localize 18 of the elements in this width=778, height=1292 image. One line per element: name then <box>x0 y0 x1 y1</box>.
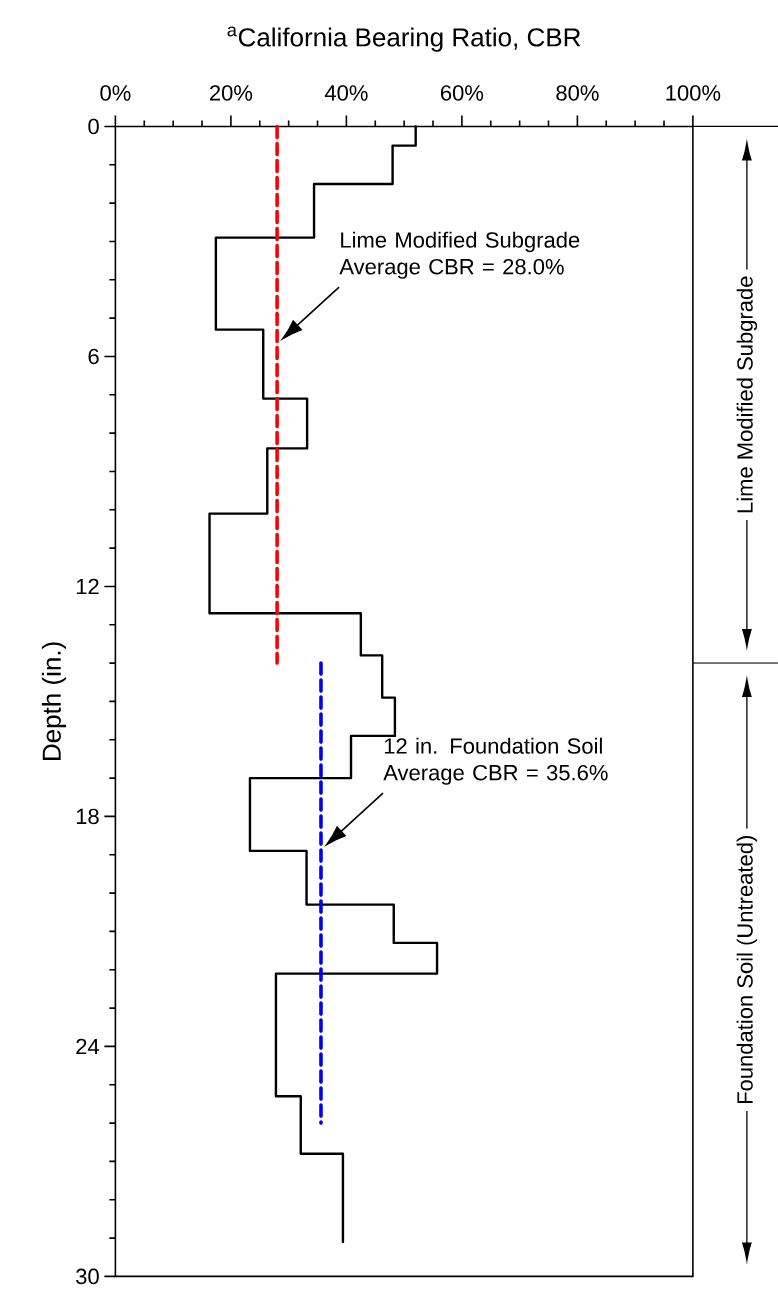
x-tick-label: 20% <box>209 85 253 101</box>
text: Foundation Soil (Untreated) <box>736 836 758 1104</box>
y-tick-label: 12 <box>76 578 99 595</box>
x-axis-title: $^{a}$California Bearing Ratio, CBR <box>227 26 581 52</box>
x-tick-label: 100% <box>666 85 721 101</box>
x-tick-label: 40% <box>324 85 368 101</box>
x-tick-label: 60% <box>440 85 484 101</box>
y-tick-label: 30 <box>76 1268 99 1285</box>
x-tick-label: 80% <box>556 85 599 101</box>
y-tick-label: 0 <box>88 118 99 135</box>
text: Lime Modified Subgrade <box>736 276 758 513</box>
y-tick-label: 18 <box>76 808 99 825</box>
x-tick-label: 0% <box>100 85 131 101</box>
y-axis-title: Depth (in.) <box>41 642 67 760</box>
y-tick-label: 24 <box>76 1038 100 1055</box>
annotation: Lime Modified Subgrade Average CBR = 28.0% <box>339 231 580 279</box>
annotation: 12 in. Foundation Soil Average CBR = 35.6% <box>383 737 608 785</box>
y-tick-label: 6 <box>88 348 99 365</box>
